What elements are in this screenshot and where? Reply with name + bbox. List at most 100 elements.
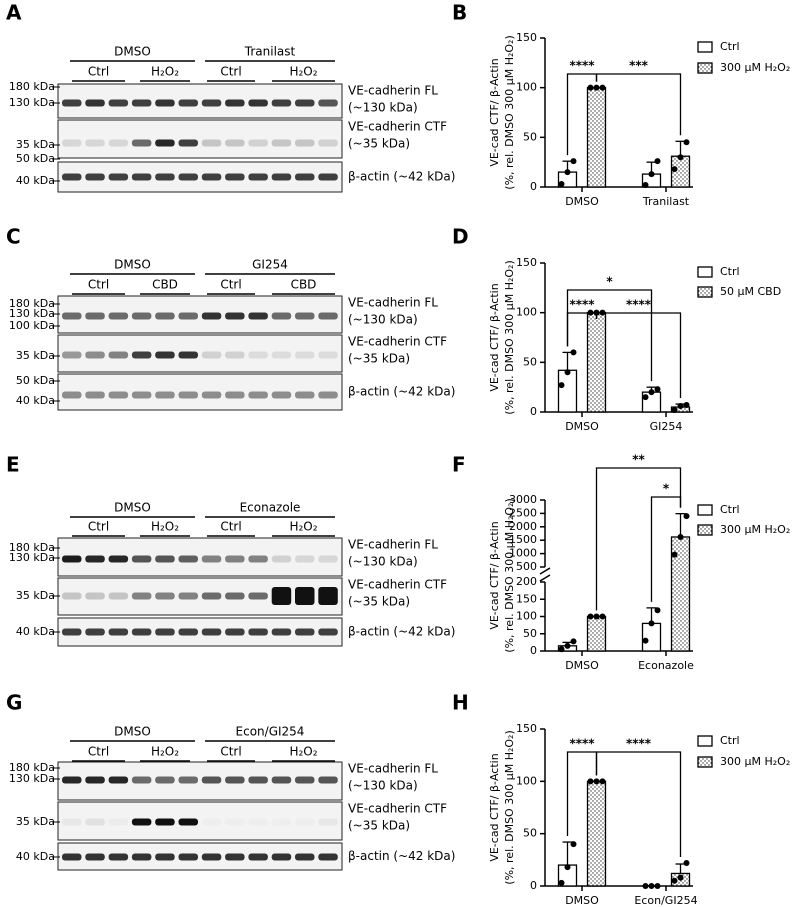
data-point [677, 533, 684, 540]
band [295, 819, 315, 826]
data-point [654, 883, 661, 889]
band [85, 99, 105, 107]
band [295, 587, 315, 605]
band [155, 628, 175, 636]
y-axis-label: VE-cad CTF/ β-Actin [488, 283, 501, 391]
band [201, 312, 222, 320]
group-label: Econ/GI254 [236, 725, 305, 739]
band [225, 312, 245, 320]
blot-strip [57, 801, 343, 841]
band [62, 853, 82, 861]
x-tick-label: Econazole [638, 659, 694, 672]
band [108, 139, 129, 147]
blot-strip [57, 119, 343, 159]
subgroup-label: H₂O₂ [151, 745, 179, 759]
blot-strip [57, 334, 343, 373]
group-label: DMSO [114, 501, 151, 515]
band [318, 391, 338, 399]
band [271, 139, 292, 147]
band [155, 173, 175, 181]
group-label: DMSO [114, 725, 151, 739]
band [131, 351, 152, 359]
band [201, 592, 222, 600]
bar [557, 369, 578, 413]
band [62, 99, 82, 107]
band [248, 391, 268, 399]
marker-label: 180 kDa [9, 761, 55, 774]
band [108, 99, 129, 107]
x-tick-label: DMSO [565, 894, 599, 907]
significance-label: * [606, 275, 613, 289]
legend-swatch [697, 41, 713, 53]
band [318, 818, 338, 826]
marker-label: 50 kDa [16, 152, 55, 165]
band [85, 312, 105, 320]
axis-break [539, 574, 551, 582]
band [85, 776, 105, 784]
significance-bracket [595, 73, 682, 136]
legend-swatch [697, 286, 713, 298]
band [108, 351, 129, 359]
y-axis-label: VE-cad CTF/ β-Actin [488, 521, 501, 629]
significance-label: * [663, 482, 670, 496]
significance-label: ** [632, 453, 645, 467]
band [318, 555, 338, 563]
legend-swatch [697, 735, 713, 747]
significance-label: **** [569, 298, 595, 312]
band [131, 139, 152, 147]
legend-swatch [697, 504, 713, 516]
data-point [683, 139, 690, 146]
band [248, 99, 268, 107]
band-label: VE-cadherin CTF [348, 578, 447, 592]
band [131, 99, 152, 107]
significance-label: *** [629, 59, 649, 73]
band [225, 391, 245, 399]
data-point [648, 883, 655, 889]
data-point [558, 382, 565, 389]
data-point [671, 877, 678, 884]
x-tick-label: DMSO [565, 659, 599, 672]
band-label: VE-cadherin FL [348, 296, 438, 310]
y-tick-label: 50 [523, 627, 537, 640]
group-label: Econazole [240, 501, 301, 515]
data-point [570, 841, 577, 848]
band [201, 628, 222, 636]
y-axis-label: (%, rel. DMSO 300 μM H₂O₂) [503, 498, 516, 652]
subgroup-label: H₂O₂ [289, 520, 317, 534]
band [108, 776, 129, 784]
y-axis-label: VE-cad CTF/ β-Actin [488, 753, 501, 861]
data-point [648, 620, 655, 627]
band [85, 351, 105, 359]
y-tick-label: 100 [516, 610, 537, 623]
band [62, 173, 82, 181]
data-point [558, 646, 565, 653]
band [62, 312, 82, 320]
data-point [677, 403, 684, 410]
data-point [599, 84, 606, 91]
band [62, 555, 82, 563]
band [155, 99, 175, 107]
bar [586, 312, 607, 413]
band [248, 592, 268, 600]
band [155, 592, 175, 600]
band-label: β-actin (~42 kDa) [348, 849, 455, 863]
band [201, 391, 222, 399]
legend-label: 300 μM H₂O₂ [720, 61, 790, 74]
band [131, 173, 152, 181]
band [108, 592, 129, 600]
band [201, 173, 222, 181]
legend-swatch [697, 62, 713, 74]
panel-letter: C [6, 225, 21, 249]
y-axis-label: (%, rel. DMSO 300 μM H₂O₂) [503, 260, 516, 414]
panel-letter: G [6, 691, 22, 715]
band [248, 555, 268, 563]
y-tick-label: 500 [516, 560, 537, 573]
band [131, 776, 152, 784]
band [295, 351, 315, 359]
band [62, 391, 82, 399]
blot-strip [57, 373, 343, 411]
y-tick-label: 0 [530, 405, 537, 418]
band [109, 819, 129, 826]
y-tick-label: 2000 [509, 520, 537, 533]
band [62, 818, 82, 826]
